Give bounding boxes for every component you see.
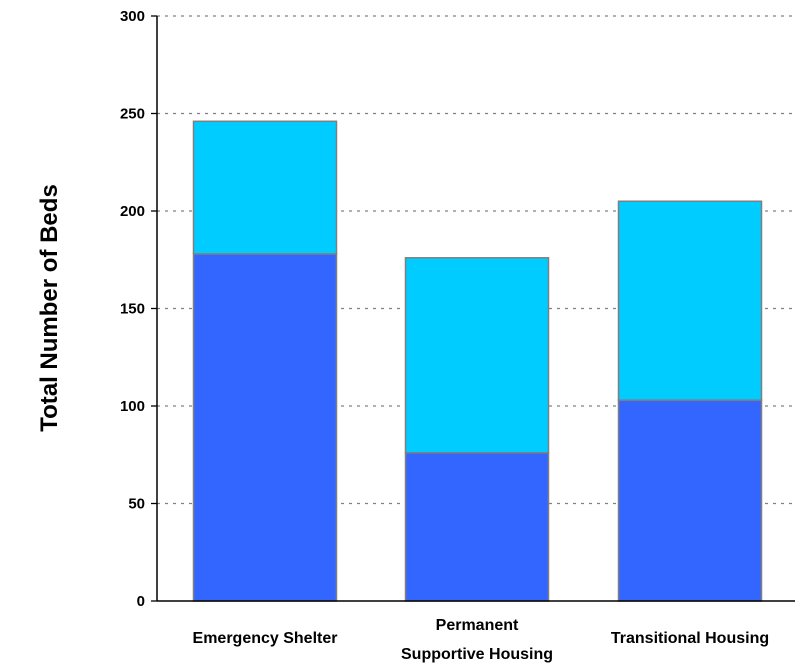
y-tick-label: 50 bbox=[128, 496, 145, 513]
y-tick-label: 200 bbox=[120, 203, 145, 220]
y-axis-title: Total Number of Beds bbox=[36, 184, 63, 432]
y-tick-label: 100 bbox=[120, 398, 145, 415]
y-tick-label: 300 bbox=[120, 8, 145, 25]
bar-segment bbox=[192, 120, 338, 255]
category-label: Permanent bbox=[436, 617, 519, 634]
category-label: Transitional Housing bbox=[611, 630, 769, 647]
bar-segment bbox=[192, 253, 338, 602]
category-label: Emergency Shelter bbox=[193, 630, 338, 647]
bar-segment bbox=[404, 257, 550, 454]
y-tick-label: 250 bbox=[120, 106, 145, 123]
bar-segment bbox=[404, 452, 550, 602]
category-label: Supportive Housing bbox=[401, 646, 553, 663]
x-category-labels: Emergency Shelter Permanent Supportive Hou… bbox=[193, 617, 770, 663]
bars bbox=[192, 120, 763, 602]
y-tick-label: 0 bbox=[137, 593, 145, 610]
y-tick-labels: 0 50 100 150 200 250 300 bbox=[120, 8, 145, 610]
axes bbox=[156, 16, 795, 602]
bar-segment bbox=[617, 200, 763, 401]
y-tick-label: 150 bbox=[120, 301, 145, 318]
bar-segment bbox=[617, 399, 763, 602]
